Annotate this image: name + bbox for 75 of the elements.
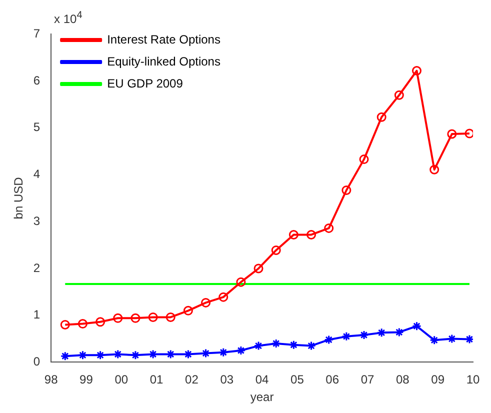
- point: [130, 313, 140, 323]
- point: [464, 334, 473, 344]
- point: [430, 164, 440, 174]
- point: [183, 349, 193, 359]
- y-tick-label: 3: [33, 214, 40, 228]
- point: [359, 330, 369, 340]
- point: [60, 351, 70, 361]
- point: [218, 348, 228, 358]
- y-tick-label: 4: [33, 167, 40, 182]
- point: [130, 350, 140, 360]
- point: [113, 349, 123, 359]
- x-tick-label: 07: [360, 372, 375, 387]
- x-axis-title: year: [250, 390, 274, 404]
- point: [306, 230, 316, 240]
- point: [166, 349, 176, 359]
- point: [201, 348, 211, 358]
- point: [113, 313, 123, 323]
- point: [148, 349, 158, 359]
- point: [447, 334, 457, 344]
- point: [96, 317, 106, 327]
- y-tick-label: 5: [33, 120, 40, 134]
- y-tick-label: 1: [33, 308, 40, 322]
- x-tick-label: 10: [466, 372, 480, 387]
- point: [271, 338, 281, 348]
- x-tick-label: 00: [114, 372, 128, 387]
- text: x 10$^{4}$: [54, 9, 84, 26]
- x-tick-label: 05: [290, 372, 304, 387]
- x-tick-label: 06: [326, 372, 340, 387]
- point: [254, 341, 264, 351]
- point: [60, 320, 70, 330]
- x-tick-label: 98: [44, 372, 58, 387]
- point: [376, 328, 386, 338]
- point: [218, 292, 228, 302]
- point: [148, 312, 158, 322]
- point: [342, 332, 352, 342]
- y-tick-label: 0: [33, 354, 40, 369]
- point: [78, 319, 88, 329]
- point: [412, 66, 422, 76]
- point: [288, 230, 298, 240]
- point: [412, 321, 422, 331]
- point: [166, 312, 176, 322]
- point: [306, 341, 316, 351]
- point: [236, 277, 246, 287]
- legend-label: Interest Rate Options: [107, 32, 220, 46]
- point: [96, 350, 106, 360]
- point: [394, 90, 404, 100]
- legend-label: EU GDP 2009: [107, 76, 184, 90]
- x-tick-label: 99: [80, 372, 94, 387]
- point: [359, 154, 369, 164]
- point: [183, 306, 193, 316]
- y-axis-title: bn USD: [12, 176, 26, 220]
- legend-label: Equity-linked Options: [107, 54, 220, 68]
- x-tick-label: 01: [150, 372, 164, 387]
- x-tick-label: 03: [220, 372, 234, 387]
- point: [288, 340, 298, 350]
- point: [447, 129, 457, 139]
- point: [254, 264, 264, 274]
- point: [78, 350, 88, 360]
- x-tick-label: 08: [396, 372, 410, 387]
- point: [394, 327, 404, 337]
- point: [464, 128, 473, 138]
- x-tick-label: 02: [185, 372, 199, 387]
- point: [236, 346, 246, 356]
- point: [271, 245, 281, 255]
- y-tick-label: 2: [33, 260, 40, 275]
- point: [324, 334, 334, 344]
- point: [430, 335, 440, 345]
- point: [342, 185, 352, 195]
- y-tick-label: 6: [33, 73, 40, 88]
- point: [324, 223, 334, 233]
- point: [201, 298, 211, 308]
- y-tick-label: 7: [33, 26, 40, 41]
- point: [376, 112, 386, 122]
- x-tick-label: 09: [431, 372, 445, 387]
- x-tick-label: 04: [255, 372, 270, 387]
